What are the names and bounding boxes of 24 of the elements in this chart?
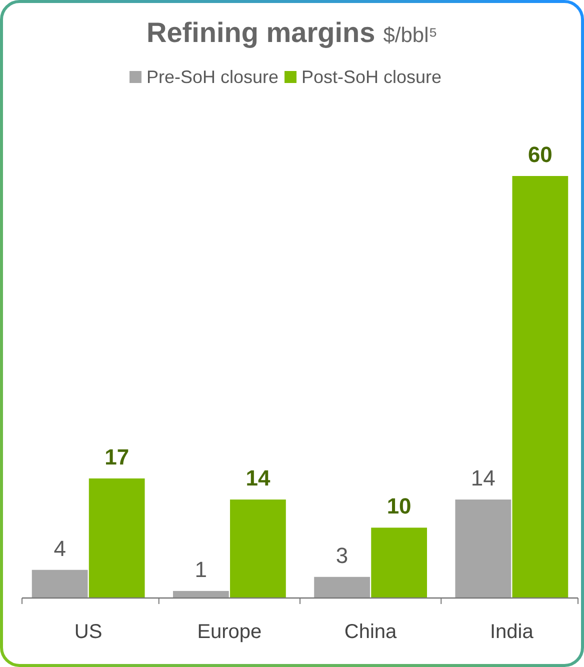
data-label: 1 xyxy=(194,556,208,582)
chart-title: Refining margins xyxy=(146,17,376,48)
bar xyxy=(32,570,88,598)
x-tick-label: US xyxy=(74,621,102,643)
data-label: 3 xyxy=(336,542,348,568)
data-label: 4 xyxy=(54,536,66,561)
data-label: 14 xyxy=(470,466,496,491)
bar xyxy=(172,590,229,598)
legend-label: Post-SoH closure xyxy=(302,67,442,87)
chart-subtitle: $/bbl⁵ xyxy=(383,24,438,47)
bar xyxy=(371,528,428,598)
x-tick-label: Europe xyxy=(197,621,262,643)
bar xyxy=(314,576,370,598)
data-label: 17 xyxy=(104,444,130,470)
legend-label: Pre-SoH closure xyxy=(146,67,279,87)
x-tick-label: India xyxy=(490,621,534,643)
bar xyxy=(455,500,512,598)
bar xyxy=(88,478,145,598)
x-tick-label: China xyxy=(344,621,398,643)
bar xyxy=(230,500,286,598)
data-label: 60 xyxy=(528,142,552,167)
data-label: 14 xyxy=(246,466,271,491)
data-label: 10 xyxy=(386,494,412,519)
bar xyxy=(512,176,568,598)
